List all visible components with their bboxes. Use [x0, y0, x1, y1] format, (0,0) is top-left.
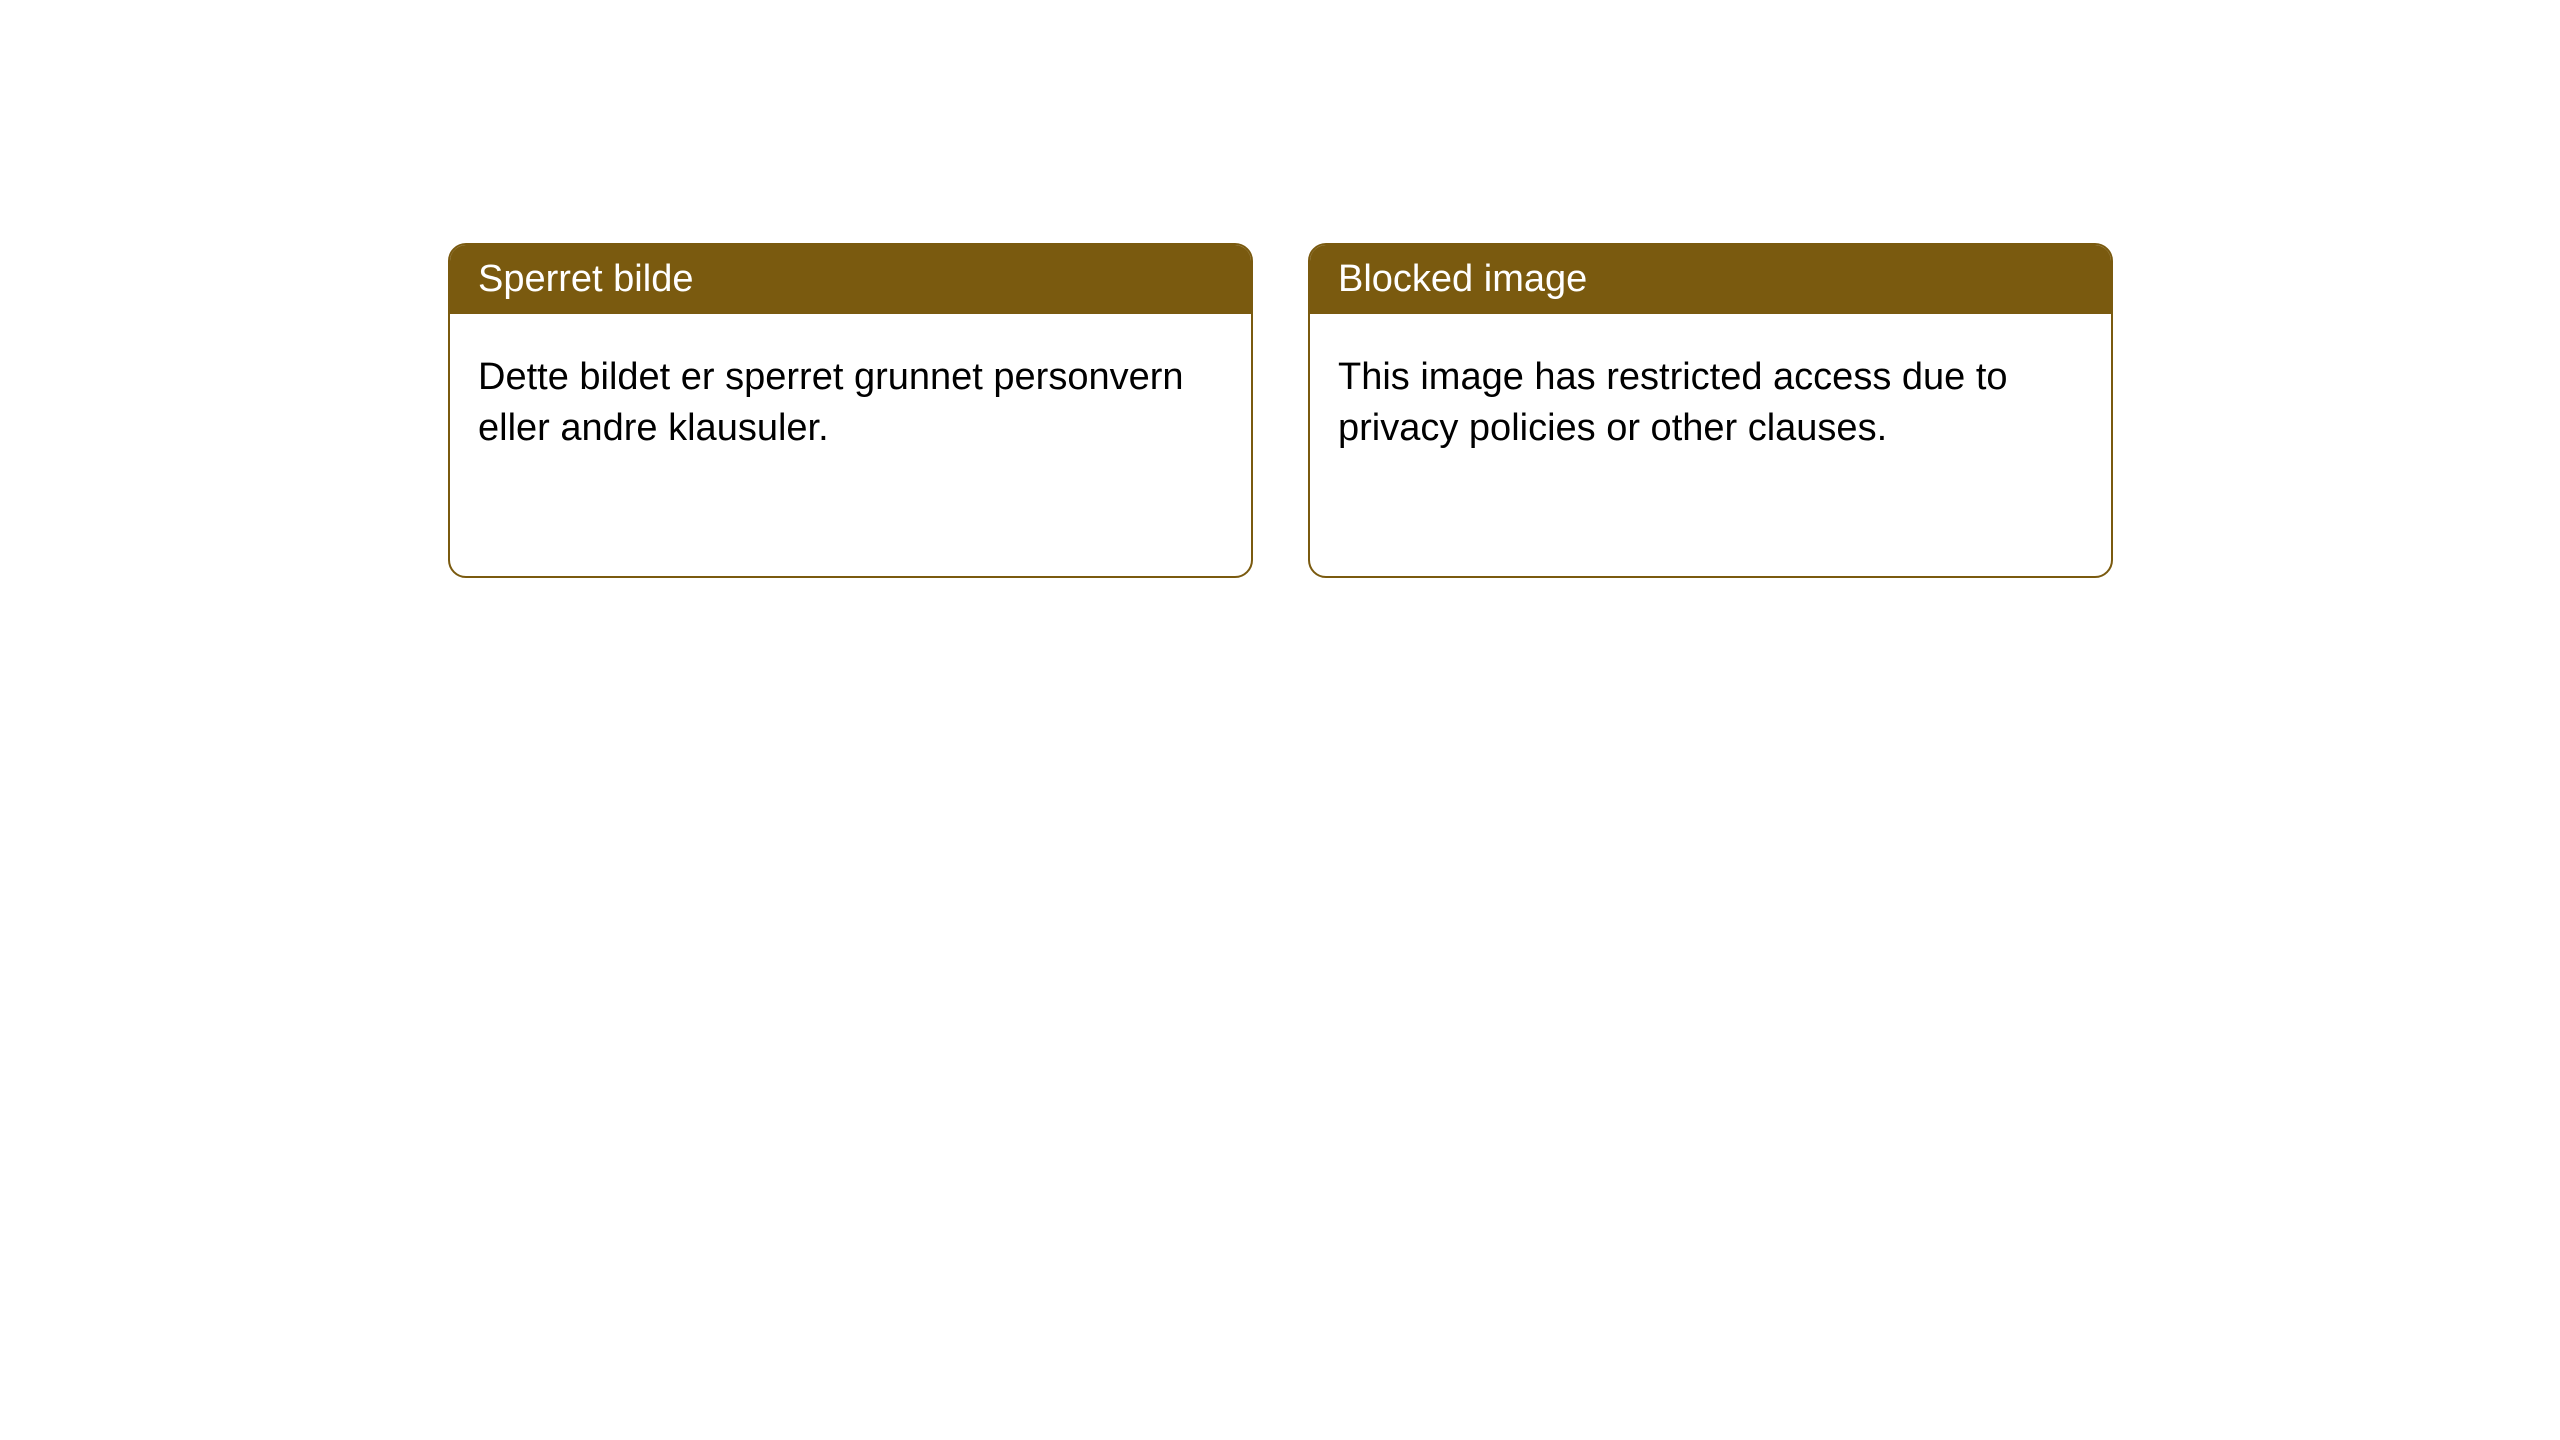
- notice-card-english: Blocked image This image has restricted …: [1308, 243, 2113, 578]
- card-header: Blocked image: [1310, 245, 2111, 314]
- card-header: Sperret bilde: [450, 245, 1251, 314]
- card-body: This image has restricted access due to …: [1310, 314, 2111, 493]
- notice-card-norwegian: Sperret bilde Dette bildet er sperret gr…: [448, 243, 1253, 578]
- card-body: Dette bildet er sperret grunnet personve…: [450, 314, 1251, 493]
- notice-cards-container: Sperret bilde Dette bildet er sperret gr…: [448, 243, 2113, 578]
